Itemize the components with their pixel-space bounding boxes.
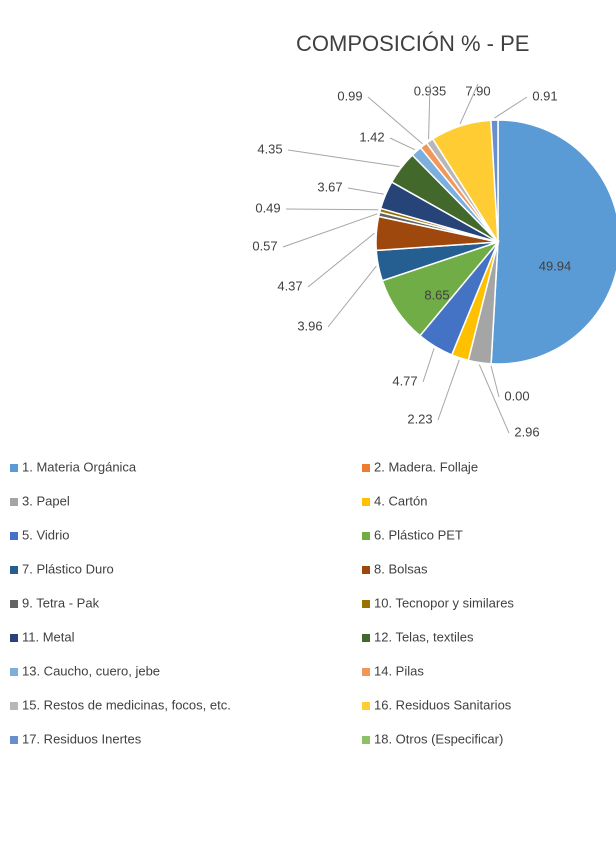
legend-swatch xyxy=(10,566,18,574)
legend-label: 17. Residuos Inertes xyxy=(22,731,142,746)
legend-swatch xyxy=(362,702,370,710)
legend-label: 16. Residuos Sanitarios xyxy=(374,697,512,712)
leader-line xyxy=(287,149,400,168)
legend-swatch xyxy=(362,498,370,506)
data-label: 1.42 xyxy=(359,129,384,144)
legend-label: 2. Madera. Follaje xyxy=(374,459,478,474)
legend-label: 3. Papel xyxy=(22,493,70,508)
data-label: 4.35 xyxy=(257,141,282,156)
legend-swatch xyxy=(10,498,18,506)
data-label: 4.37 xyxy=(277,278,302,293)
leader-line xyxy=(459,83,479,125)
data-label: 8.65 xyxy=(424,287,449,302)
legend-swatch xyxy=(362,600,370,608)
legend-label: 15. Restos de medicinas, focos, etc. xyxy=(22,697,231,712)
data-label: 49.94 xyxy=(539,258,572,273)
data-label: 3.67 xyxy=(317,179,342,194)
legend-swatch xyxy=(10,736,18,744)
data-label: 2.23 xyxy=(407,411,432,426)
legend-label: 10. Tecnopor y similares xyxy=(374,595,514,610)
legend-label: 18. Otros (Especificar) xyxy=(374,731,503,746)
legend-swatch xyxy=(362,736,370,744)
legend-swatch xyxy=(10,600,18,608)
data-label: 0.57 xyxy=(252,238,277,253)
legend-label: 6. Plástico PET xyxy=(374,527,463,542)
legend-swatch xyxy=(10,532,18,540)
data-label: 2.96 xyxy=(514,424,539,439)
legend-label: 14. Pilas xyxy=(374,663,424,678)
legend-label: 4. Cartón xyxy=(374,493,427,508)
leader-line xyxy=(367,96,423,145)
leader-line xyxy=(307,232,375,288)
legend-swatch xyxy=(10,668,18,676)
data-label: 0.99 xyxy=(337,88,362,103)
pie-slice xyxy=(490,119,499,243)
legend-swatch xyxy=(362,532,370,540)
chart-title: COMPOSICIÓN % - PE xyxy=(296,31,529,56)
leader-line xyxy=(494,96,528,119)
legend-swatch xyxy=(362,668,370,676)
legend-label: 9. Tetra - Pak xyxy=(22,595,100,610)
leader-line xyxy=(282,213,378,248)
legend-swatch xyxy=(362,464,370,472)
leader-line xyxy=(437,359,460,421)
legend-swatch xyxy=(10,702,18,710)
legend-swatch xyxy=(362,566,370,574)
leader-line xyxy=(490,365,500,398)
legend-label: 13. Caucho, cuero, jebe xyxy=(22,663,160,678)
legend-label: 11. Metal xyxy=(22,629,75,644)
leader-line xyxy=(422,348,435,383)
legend-label: 8. Bolsas xyxy=(374,561,428,576)
legend-label: 12. Telas, textiles xyxy=(374,629,474,644)
pie-slice xyxy=(490,119,616,365)
legend-label: 5. Vidrio xyxy=(22,527,69,542)
data-label: 0.91 xyxy=(532,88,557,103)
data-label: 0.00 xyxy=(504,388,529,403)
data-label: 4.77 xyxy=(392,373,417,388)
leader-line xyxy=(347,187,384,195)
leader-line xyxy=(327,265,377,328)
legend-swatch xyxy=(362,634,370,642)
legend-label: 7. Plástico Duro xyxy=(22,561,114,576)
legend-swatch xyxy=(10,634,18,642)
leader-line xyxy=(389,137,416,151)
leader-line xyxy=(428,83,431,140)
legend-swatch xyxy=(10,464,18,472)
data-label: 0.49 xyxy=(255,200,280,215)
leader-line xyxy=(478,364,510,434)
legend-label: 1. Materia Orgánica xyxy=(22,459,137,474)
data-label: 7.90 xyxy=(465,83,490,98)
data-label: 3.96 xyxy=(297,318,322,333)
leader-line xyxy=(285,208,379,211)
